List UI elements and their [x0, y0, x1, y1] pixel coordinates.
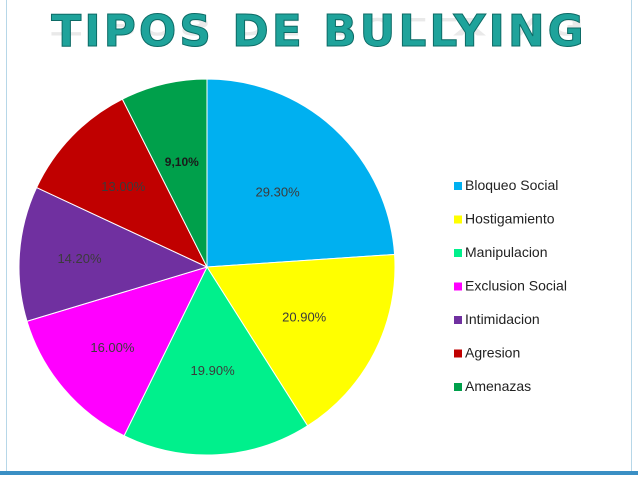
pie-slice-amenazas — [121, 78, 208, 268]
pie-slice-agresion — [35, 98, 209, 269]
legend-entry-agresion: Agresion — [465, 345, 520, 361]
chart-legend: Bloqueo Social Hostigamiento Manipulacion E… — [454, 177, 567, 394]
legend-entry-amenazas: Amenazas — [465, 378, 531, 394]
pie-slice-intimidacion — [18, 186, 209, 322]
data-label-agresion: 13.00% — [101, 179, 146, 194]
legend-swatch-amenazas — [454, 383, 462, 391]
legend-entry-manipulacion: Manipulacion — [465, 244, 548, 260]
legend-entry-intimidacion: Intimidacion — [465, 311, 540, 327]
data-label-intimidacion: 14.20% — [57, 251, 102, 266]
pie-slices — [18, 78, 396, 456]
legend-swatch-bloqueo-social — [454, 182, 462, 190]
legend-swatch-intimidacion — [454, 316, 462, 324]
slide-bottom-bar — [0, 471, 638, 475]
legend-swatch-agresion — [454, 349, 462, 358]
legend-swatch-hostigamiento — [454, 215, 462, 224]
legend-entry-bloqueo-social: Bloqueo Social — [465, 177, 558, 193]
pie-slice-bloqueo-social — [206, 78, 396, 268]
slide-right-border — [631, 0, 632, 471]
data-label-manipulacion: 19.90% — [191, 363, 236, 378]
pie-data-labels: 29.30% 20.90% 19.90% 16.00% 14.20% 13.00% 9,10… — [57, 155, 326, 378]
data-label-amenazas: 9,10% — [165, 155, 199, 169]
legend-swatch-manipulacion — [454, 249, 462, 257]
title-area: TIPOS DE BULLYING TIPOS DE BULLYING — [0, 2, 638, 82]
pie-slice-hostigamiento — [206, 253, 396, 427]
data-label-bloqueo-social: 29.30% — [256, 185, 301, 200]
legend-swatch-exclusion-social — [454, 282, 462, 291]
legend-entry-hostigamiento: Hostigamiento — [465, 211, 555, 227]
data-label-hostigamiento: 20.90% — [282, 309, 327, 324]
slide-title: TIPOS DE BULLYING — [51, 6, 587, 58]
slide-left-border — [6, 0, 7, 471]
pie-slice-manipulacion — [123, 265, 309, 456]
pie-slice-exclusion-social — [26, 266, 208, 437]
data-label-exclusion-social: 16.00% — [90, 340, 135, 355]
legend-entry-exclusion-social: Exclusion Social — [465, 278, 567, 294]
